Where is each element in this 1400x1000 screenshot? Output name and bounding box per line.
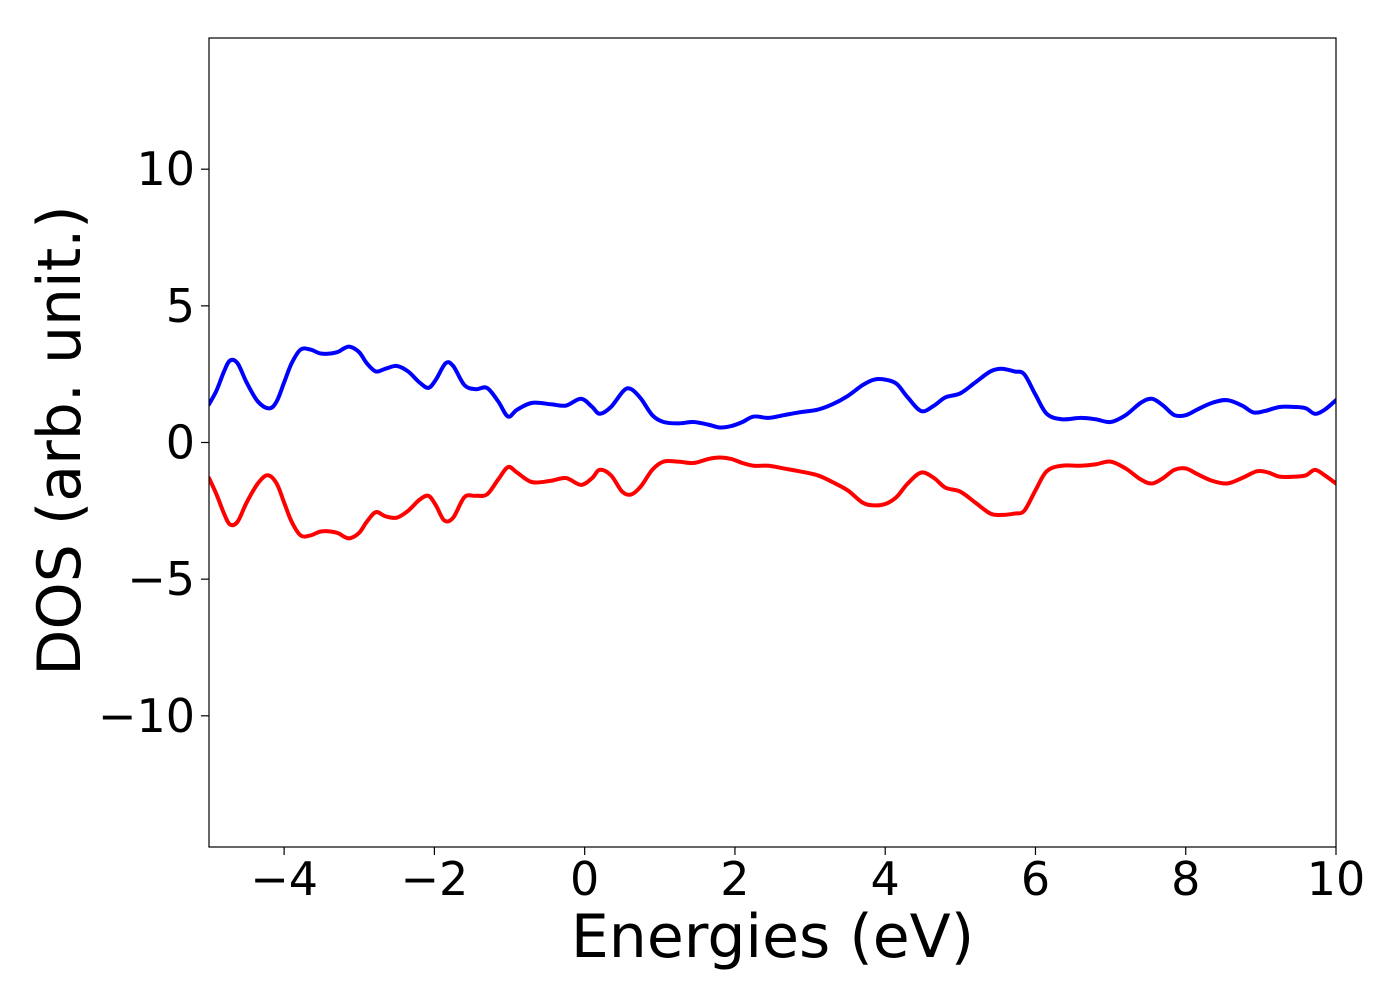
x-axis-ticks: −4 −2 0 2 4 6 8 10 [250, 847, 1365, 906]
plot-frame [208, 37, 1337, 848]
x-axis-label: Energies (eV) [571, 902, 974, 972]
x-tick-label: 2 [720, 852, 749, 906]
y-tick-label: −5 [127, 552, 195, 606]
y-tick-label: 0 [166, 416, 195, 470]
x-tick-label: 4 [871, 852, 900, 906]
x-tick-label: −2 [400, 852, 468, 906]
y-tick-label: −10 [98, 689, 195, 743]
x-tick-label: 0 [570, 852, 599, 906]
y-axis-ticks: −10 −5 0 5 10 [98, 142, 209, 743]
series-line-1 [209, 344, 1336, 430]
y-tick-label: 10 [136, 142, 195, 196]
x-tick-label: 8 [1171, 852, 1200, 906]
series-line-2 [209, 455, 1336, 541]
x-tick-label: 10 [1307, 852, 1366, 906]
y-axis-label: DOS (arb. unit.) [25, 205, 95, 675]
x-tick-label: 6 [1021, 852, 1050, 906]
x-tick-label: −4 [250, 852, 318, 906]
y-tick-label: 5 [166, 279, 195, 333]
series-layer [209, 344, 1336, 541]
